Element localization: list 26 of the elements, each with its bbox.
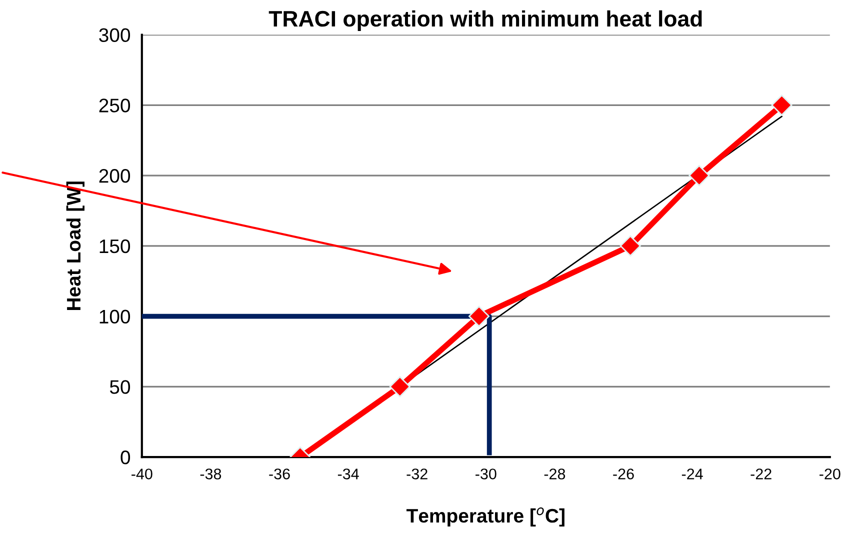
point bbox=[620, 235, 641, 256]
x-tick-label: -28 bbox=[544, 468, 566, 480]
x-tick-label: -20 bbox=[820, 468, 840, 480]
chart-title: TRACI operation with minimum heat load bbox=[268, 10, 702, 32]
point bbox=[771, 94, 792, 116]
point bbox=[389, 376, 410, 398]
x-axis-title: Temperature [$^{o}$C] bbox=[406, 507, 564, 527]
x-tick-label: -36 bbox=[269, 468, 290, 480]
y-tick-label: 100 bbox=[100, 310, 130, 324]
x-tick-label: -26 bbox=[613, 468, 634, 480]
x-tick-label: -30 bbox=[476, 468, 496, 480]
x-tick-label: -24 bbox=[682, 468, 703, 480]
point bbox=[468, 306, 490, 327]
x-tick-label: -40 bbox=[132, 468, 152, 480]
y-tick-label: 200 bbox=[99, 169, 130, 183]
x-tick-label: -38 bbox=[200, 468, 222, 480]
y-tick-label: 150 bbox=[100, 239, 130, 254]
y-tick-label: 250 bbox=[99, 98, 130, 112]
y-axis-title: Heat Load [W] bbox=[66, 182, 84, 310]
y-tick-label: 300 bbox=[99, 28, 130, 42]
x-tick-label: -32 bbox=[406, 468, 428, 480]
y-tick-label: 0 bbox=[120, 450, 130, 464]
y-tick-label: 50 bbox=[110, 380, 130, 394]
x-tick-label: -34 bbox=[338, 468, 359, 480]
x-tick-label: -22 bbox=[750, 468, 772, 480]
point bbox=[688, 165, 710, 186]
